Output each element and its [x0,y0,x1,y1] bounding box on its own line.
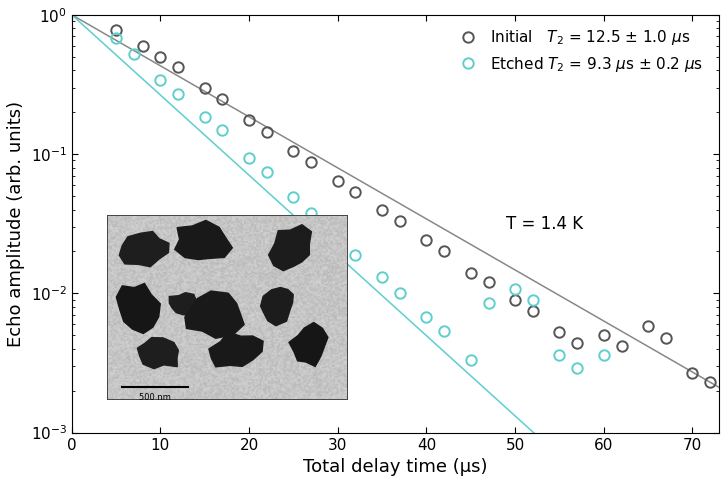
Text: T = 1.4 K: T = 1.4 K [506,215,583,233]
Legend: Initial   $T_2$ = 12.5 $\pm$ 1.0 $\mu$s, Etched $T_2$ = 9.3 $\mu$s $\pm$ 0.2 $\m: Initial $T_2$ = 12.5 $\pm$ 1.0 $\mu$s, E… [446,22,709,80]
Y-axis label: Echo amplitude (arb. units): Echo amplitude (arb. units) [7,100,25,347]
X-axis label: Total delay time (μs): Total delay time (μs) [303,458,488,476]
